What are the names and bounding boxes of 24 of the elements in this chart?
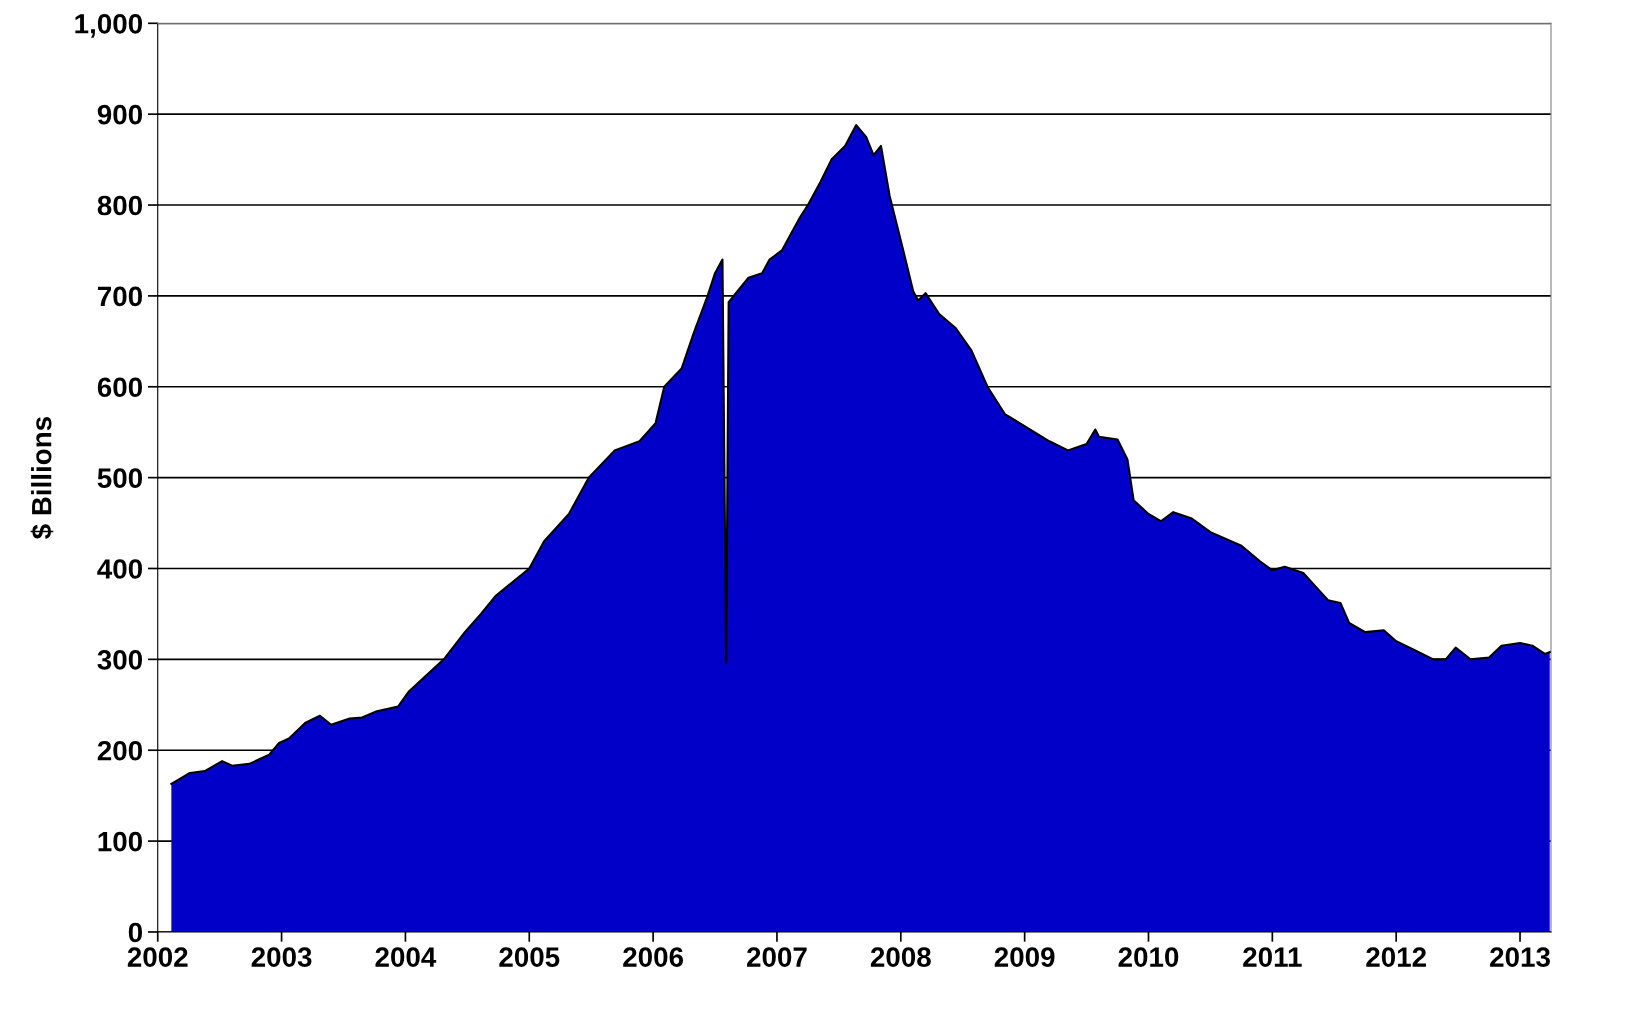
y-tick-label: 800 <box>97 195 143 216</box>
x-tick-label: 2005 <box>499 947 560 967</box>
x-tick-label: 2006 <box>623 947 684 967</box>
x-tick-label: 2012 <box>1366 947 1426 967</box>
y-tick-label: 100 <box>98 831 143 852</box>
y-tick-label: 300 <box>97 650 143 670</box>
x-tick-label: 2003 <box>251 947 312 967</box>
x-tick-label: 2007 <box>747 947 807 967</box>
y-tick-label: 1,000 <box>75 13 143 38</box>
y-tick-label: 600 <box>97 377 143 398</box>
x-tick-label: 2004 <box>375 947 437 967</box>
y-tick-label: 700 <box>98 286 143 307</box>
x-tick-label: 2008 <box>870 947 931 967</box>
y-tick-label: 500 <box>97 468 143 488</box>
x-tick-label: 2002 <box>127 947 188 967</box>
x-tick-label: 2011 <box>1243 947 1302 967</box>
y-tick-label: 900 <box>97 104 143 125</box>
y-tick-label: 0 <box>128 922 143 943</box>
y-tick-label: 400 <box>97 559 143 579</box>
x-tick-label: 2010 <box>1118 947 1179 967</box>
x-tick-label: 2009 <box>994 947 1055 967</box>
y-axis-title: $ Billions <box>30 417 54 539</box>
x-tick-label: 2013 <box>1490 947 1550 967</box>
y-tick-label: 200 <box>97 740 143 761</box>
